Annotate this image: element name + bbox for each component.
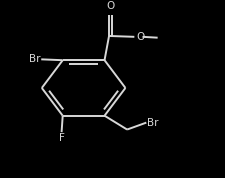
- Text: Br: Br: [147, 118, 158, 128]
- Text: O: O: [106, 1, 114, 11]
- Text: F: F: [58, 133, 64, 143]
- Text: O: O: [135, 32, 144, 42]
- Text: Br: Br: [29, 54, 40, 64]
